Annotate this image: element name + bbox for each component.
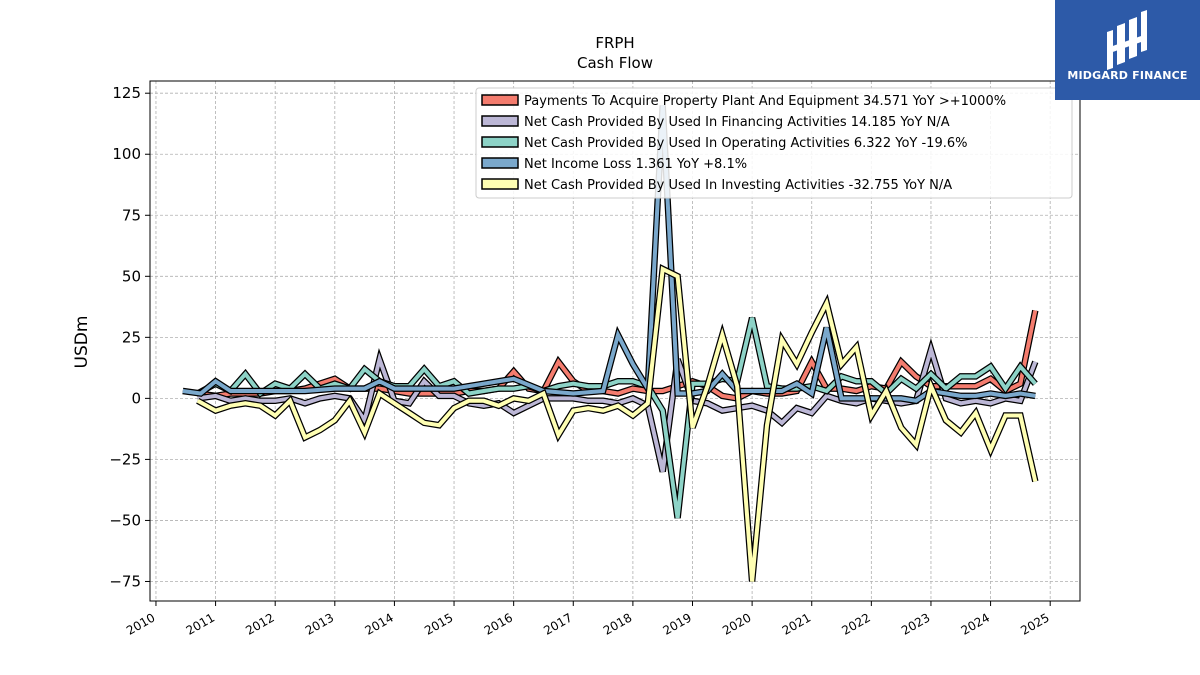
series-outline [196,264,1039,582]
y-tick-label: 50 [122,267,141,285]
legend-entry: Net Income Loss 1.361 YoY +8.1% [524,157,747,172]
x-tick-label: 2024 [959,610,992,637]
series-line [196,317,1037,519]
y-tick-label: −50 [109,511,141,529]
legend-swatch [481,94,519,106]
x-tick-label: 2016 [482,610,515,637]
legend-entry: Net Cash Provided By Used In Financing A… [524,115,950,130]
x-tick-label: 2023 [899,610,932,637]
y-tick-label: 100 [112,145,141,163]
legend-swatch [481,178,519,190]
x-tick-label: 2019 [661,610,694,637]
x-tick-label: 2011 [184,610,217,637]
legend: Payments To Acquire Property Plant And E… [475,87,1073,199]
legend-entry: Net Cash Provided By Used In Operating A… [524,136,967,151]
y-tick-label: 0 [131,389,141,407]
x-tick-label: 2025 [1018,610,1051,637]
x-tick-label: 2015 [422,610,455,637]
y-tick-label: −75 [109,572,141,590]
brand-logo: MIDGARD FINANCE [1055,0,1200,100]
x-tick-label: 2022 [839,610,872,637]
y-tick-label: 75 [122,206,141,224]
plot-frame [149,80,1081,602]
legend-entry: Net Cash Provided By Used In Investing A… [524,178,952,193]
logo-text: MIDGARD FINANCE [1067,69,1188,82]
legend-swatch [481,115,519,127]
y-tick-label: 25 [122,328,141,346]
series-5 [196,264,1039,582]
x-tick-label: 2021 [780,610,813,637]
x-tick-label: 2014 [362,610,395,637]
series-3 [196,317,1038,519]
y-tick-label: 125 [112,84,141,102]
series-line [196,265,1038,582]
y-axis-label: USDm [72,316,92,369]
x-tick-label: 2013 [303,610,336,637]
x-tick-label: 2020 [720,610,753,637]
legend-entry: Payments To Acquire Property Plant And E… [524,94,1006,109]
logo-mark-icon [1107,10,1147,70]
x-tick-label: 2017 [541,610,574,637]
legend-swatch [481,136,519,148]
x-tick-label: 2018 [601,610,634,637]
x-tick-label: 2012 [243,610,276,637]
legend-swatch [481,157,519,169]
chart-title: FRPH [595,34,634,52]
y-tick-label: −25 [109,450,141,468]
x-tick-label: 2010 [124,610,157,637]
legend-box [475,87,1073,199]
chart-subtitle: Cash Flow [577,54,653,72]
